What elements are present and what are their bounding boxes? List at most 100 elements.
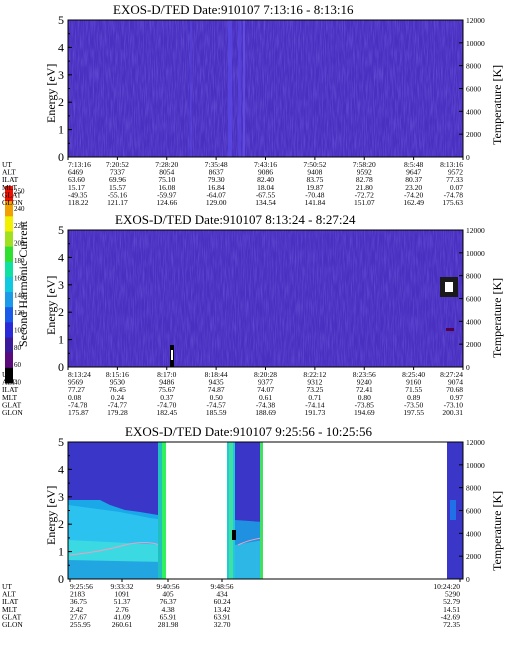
- colorbar-tick-label: 60: [14, 361, 22, 369]
- orbit-cell: 8:25:40: [402, 370, 425, 379]
- orbit-cell: 2.76: [115, 605, 128, 614]
- orbit-cell: 405: [162, 590, 174, 599]
- panel-1-y2-ticks: 0 2000 4000 6000 8000 10000 12000: [459, 16, 485, 162]
- colorbar-swatch: [5, 276, 13, 293]
- orbit-cell: 7:20:52: [106, 160, 129, 169]
- orbit-cell: -74.14: [305, 400, 325, 409]
- orbit-cell: 9572: [448, 168, 463, 177]
- y-tick-label: 3: [58, 68, 64, 82]
- panel-1-y2label: Temperature [K]: [490, 65, 504, 145]
- orbit-cell: 9:33:32: [111, 582, 134, 591]
- y2-tick-label: 12000: [466, 438, 485, 447]
- orbit-cell: 121.17: [107, 198, 128, 207]
- orbit-cell: -70.48: [305, 190, 325, 199]
- orbit-cell: 27.67: [70, 612, 87, 621]
- orbit-cell: 8:13:24: [68, 370, 91, 379]
- panel-1-streaks: [190, 20, 245, 157]
- panel-2-y-ticks: 0 1 2 3 4 5: [58, 223, 72, 374]
- orbit-cell: 0.07: [450, 183, 463, 192]
- orbit-cell: 71.55: [405, 385, 422, 394]
- y2-tick-label: 8000: [466, 272, 481, 281]
- y-tick-label: 3: [58, 490, 64, 504]
- y2-tick-label: 8000: [466, 62, 481, 71]
- colorbar-swatch: [5, 337, 13, 354]
- orbit-cell: -73.10: [444, 400, 464, 409]
- orbit-cell: 10:24:20: [433, 582, 460, 591]
- orbit-cell: 8:15:16: [106, 370, 129, 379]
- orbit-cell: 434: [216, 590, 228, 599]
- panel-2-ylabel: Energy [eV]: [44, 276, 58, 335]
- orbit-row-label: GLON: [2, 408, 23, 417]
- orbit-cell: 175.63: [442, 198, 463, 207]
- orbit-row-label: MLT: [2, 393, 18, 402]
- panel-3: EXOS-D/TED Date:910107 9:25:56 - 10:25:5…: [2, 424, 504, 629]
- orbit-cell: 175.87: [68, 408, 89, 417]
- orbit-cell: 16.08: [158, 183, 175, 192]
- orbit-cell: 9377: [258, 378, 273, 387]
- orbit-cell: 9240: [357, 378, 372, 387]
- colorbar-tick-label: 220: [14, 222, 25, 230]
- colorbar-tick-label: 140: [14, 292, 25, 300]
- orbit-cell: 75.10: [158, 175, 175, 184]
- y2-tick-label: 10000: [466, 39, 485, 48]
- y-tick-label: 4: [58, 462, 64, 476]
- orbit-cell: 76.45: [109, 385, 126, 394]
- orbit-row-label: MLT: [2, 183, 18, 192]
- y2-tick-label: 0: [466, 153, 470, 162]
- orbit-cell: 73.25: [306, 385, 323, 394]
- colorbar-tick-labels: 40 60 80 100 120 140 160 180 200 220 240 250: [14, 188, 25, 387]
- colorbar-swatch: [5, 231, 13, 248]
- orbit-cell: 255.95: [70, 620, 91, 629]
- colorbar-swatch: [5, 292, 13, 308]
- orbit-cell: 5290: [445, 590, 460, 599]
- orbit-cell: 76.37: [160, 597, 177, 606]
- orbit-cell: -67.55: [256, 190, 276, 199]
- orbit-cell: 63.91: [214, 612, 231, 621]
- panel-2-y2label: Temperature [K]: [490, 278, 504, 358]
- orbit-row-label: GLAT: [2, 400, 22, 409]
- orbit-cell: 8637: [209, 168, 224, 177]
- orbit-cell: 7:58:20: [353, 160, 376, 169]
- orbit-row-label: GLON: [2, 198, 23, 207]
- orbit-cell: 0.71: [308, 393, 321, 402]
- panel-2-features: [170, 277, 458, 367]
- orbit-cell: 191.73: [305, 408, 326, 417]
- orbit-cell: 82.78: [356, 175, 373, 184]
- orbit-cell: 134.54: [255, 198, 276, 207]
- y-tick-label: 0: [58, 572, 64, 586]
- y-tick-label: 3: [58, 278, 64, 292]
- orbit-cell: -74.77: [108, 400, 128, 409]
- y2-tick-label: 12000: [466, 16, 485, 25]
- orbit-cell: 0.24: [111, 393, 124, 402]
- orbit-cell: 129.00: [206, 198, 227, 207]
- y2-tick-label: 4000: [466, 107, 481, 116]
- orbit-cell: 0.37: [160, 393, 173, 402]
- orbit-cell: 7:13:16: [68, 160, 91, 169]
- colorbar-tick-label: 40: [14, 379, 22, 387]
- orbit-cell: 7:50:52: [303, 160, 326, 169]
- orbit-row-label: UT: [2, 160, 12, 169]
- orbit-cell: -74.57: [206, 400, 226, 409]
- panel-3-ylabel: Energy [eV]: [44, 486, 58, 545]
- orbit-cell: 65.91: [160, 612, 177, 621]
- orbit-cell: 15.17: [68, 183, 85, 192]
- orbit-cell: 197.55: [403, 408, 424, 417]
- panel-1: EXOS-D/TED Date:910107 7:13:16 - 8:13:16…: [2, 2, 504, 207]
- y2-tick-label: 4000: [466, 317, 481, 326]
- colorbar-swatch: [5, 246, 13, 263]
- orbit-row-label: ALT: [2, 378, 16, 387]
- orbit-cell: 9592: [357, 168, 372, 177]
- y2-tick-label: 6000: [466, 507, 481, 516]
- y-tick-label: 5: [58, 13, 64, 27]
- orbit-cell: 21.80: [356, 183, 373, 192]
- panel-3-y2-ticks: 0 2000 4000 6000 8000 10000 12000: [459, 438, 485, 584]
- orbit-cell: 6469: [68, 168, 83, 177]
- colorbar-tick-label: 240: [14, 205, 25, 213]
- orbit-cell: 8:20:28: [254, 370, 277, 379]
- orbit-row-label: UT: [2, 370, 12, 379]
- orbit-cell: 8:23:56: [353, 370, 376, 379]
- y2-tick-label: 10000: [466, 461, 485, 470]
